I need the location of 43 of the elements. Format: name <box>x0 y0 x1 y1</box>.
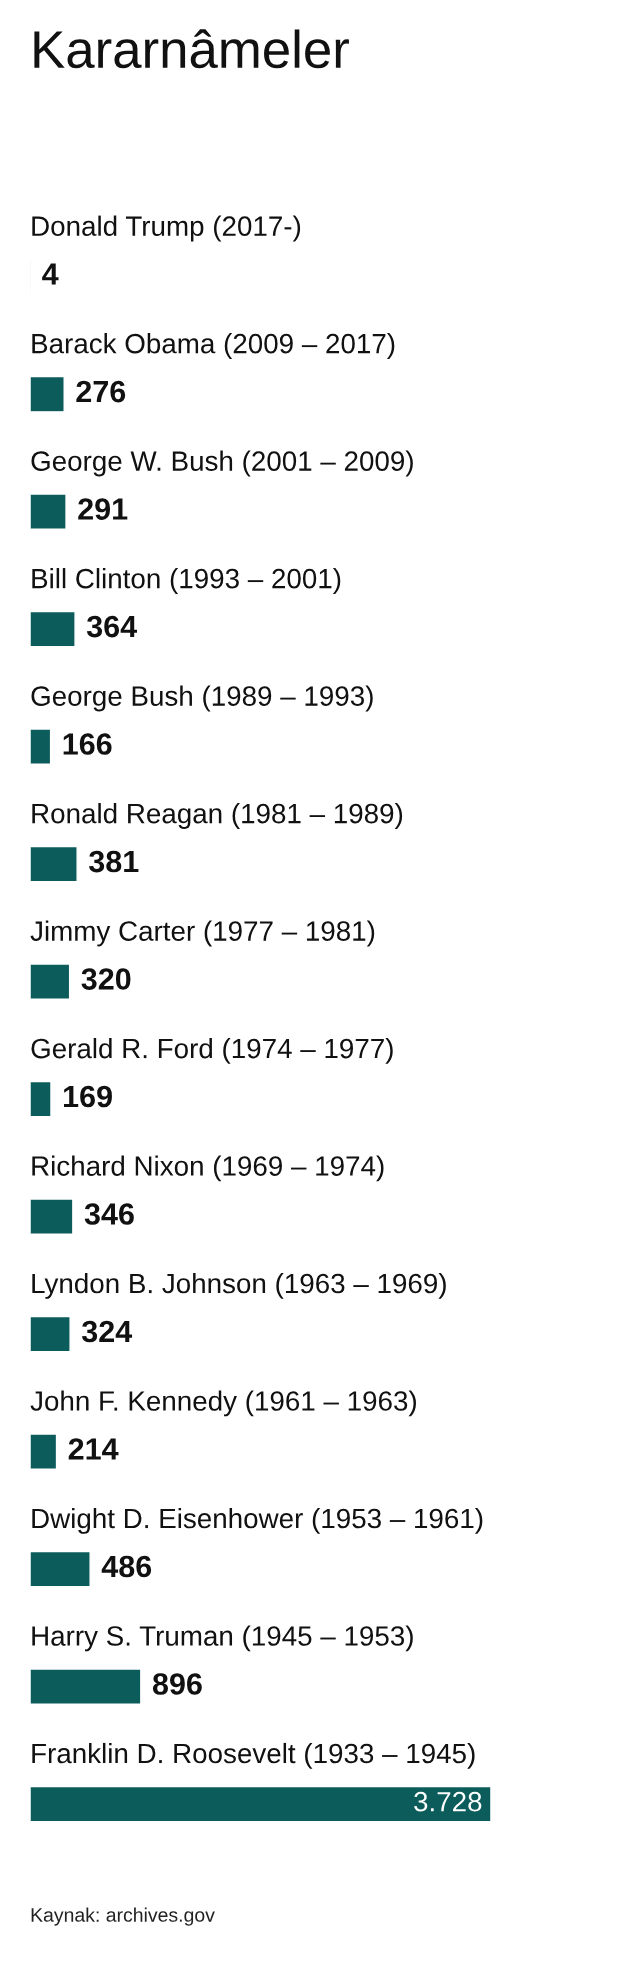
data-label: 214 <box>68 1438 119 1460</box>
data-label: 169 <box>64 1085 112 1108</box>
bar <box>30 728 52 765</box>
data-label: 364 <box>86 615 137 638</box>
bar <box>30 493 67 531</box>
data-label: 896 <box>152 1673 202 1695</box>
text: Kaynak: archives.gov <box>31 1907 215 1926</box>
bar <box>30 845 78 883</box>
data-label: 381 <box>88 850 139 873</box>
bar <box>30 1198 74 1235</box>
y-tick-label: Barack Obama (2009 – 2017) <box>32 333 395 359</box>
bar <box>30 1433 58 1470</box>
bar <box>30 1668 142 1705</box>
data-label: 486 <box>101 1555 152 1578</box>
bar <box>30 375 65 413</box>
data-label: 166 <box>63 733 112 755</box>
y-tick-label: Donald Trump (2017-) <box>32 215 301 242</box>
data-label: 4 <box>42 263 59 285</box>
y-tick-label: Lyndon B. Johnson (1963 – 1969) <box>32 1272 446 1299</box>
y-tick-label: George W. Bush (2001 – 2009) <box>31 450 413 477</box>
y-tick-label: Dwight D. Eisenhower (1953 – 1961) <box>32 1507 483 1534</box>
data-label: 3.728 <box>414 1791 482 1812</box>
y-tick-label: Richard Nixon (1969 – 1974) <box>32 1155 384 1182</box>
y-tick-label: Gerald R. Ford (1974 – 1977) <box>31 1037 393 1064</box>
data-label: 324 <box>81 1320 133 1343</box>
y-tick-label: John F. Kennedy (1961 – 1963) <box>30 1390 416 1417</box>
bar <box>30 1315 71 1353</box>
bar <box>30 610 76 648</box>
bar <box>30 963 71 1000</box>
y-tick-label: Ronald Reagan (1981 – 1989) <box>32 803 403 829</box>
y-tick-label: Jimmy Carter (1977 – 1981) <box>30 920 375 947</box>
chart-title: Kararnâmeler <box>34 29 349 69</box>
data-label: 291 <box>78 498 128 520</box>
data-label: 346 <box>84 1203 134 1225</box>
y-tick-label: Franklin D. Roosevelt (1933 – 1945) <box>32 1742 475 1769</box>
y-tick-label: Bill Clinton (1993 – 2001) <box>32 568 341 594</box>
y-tick-label: George Bush (1989 – 1993) <box>31 685 373 712</box>
bar <box>30 1785 491 1823</box>
data-label: 320 <box>81 968 131 990</box>
bar <box>30 1550 91 1588</box>
y-tick-label: Harry S. Truman (1945 – 1953) <box>32 1625 413 1652</box>
bar <box>30 1080 52 1118</box>
data-label: 276 <box>76 380 126 403</box>
